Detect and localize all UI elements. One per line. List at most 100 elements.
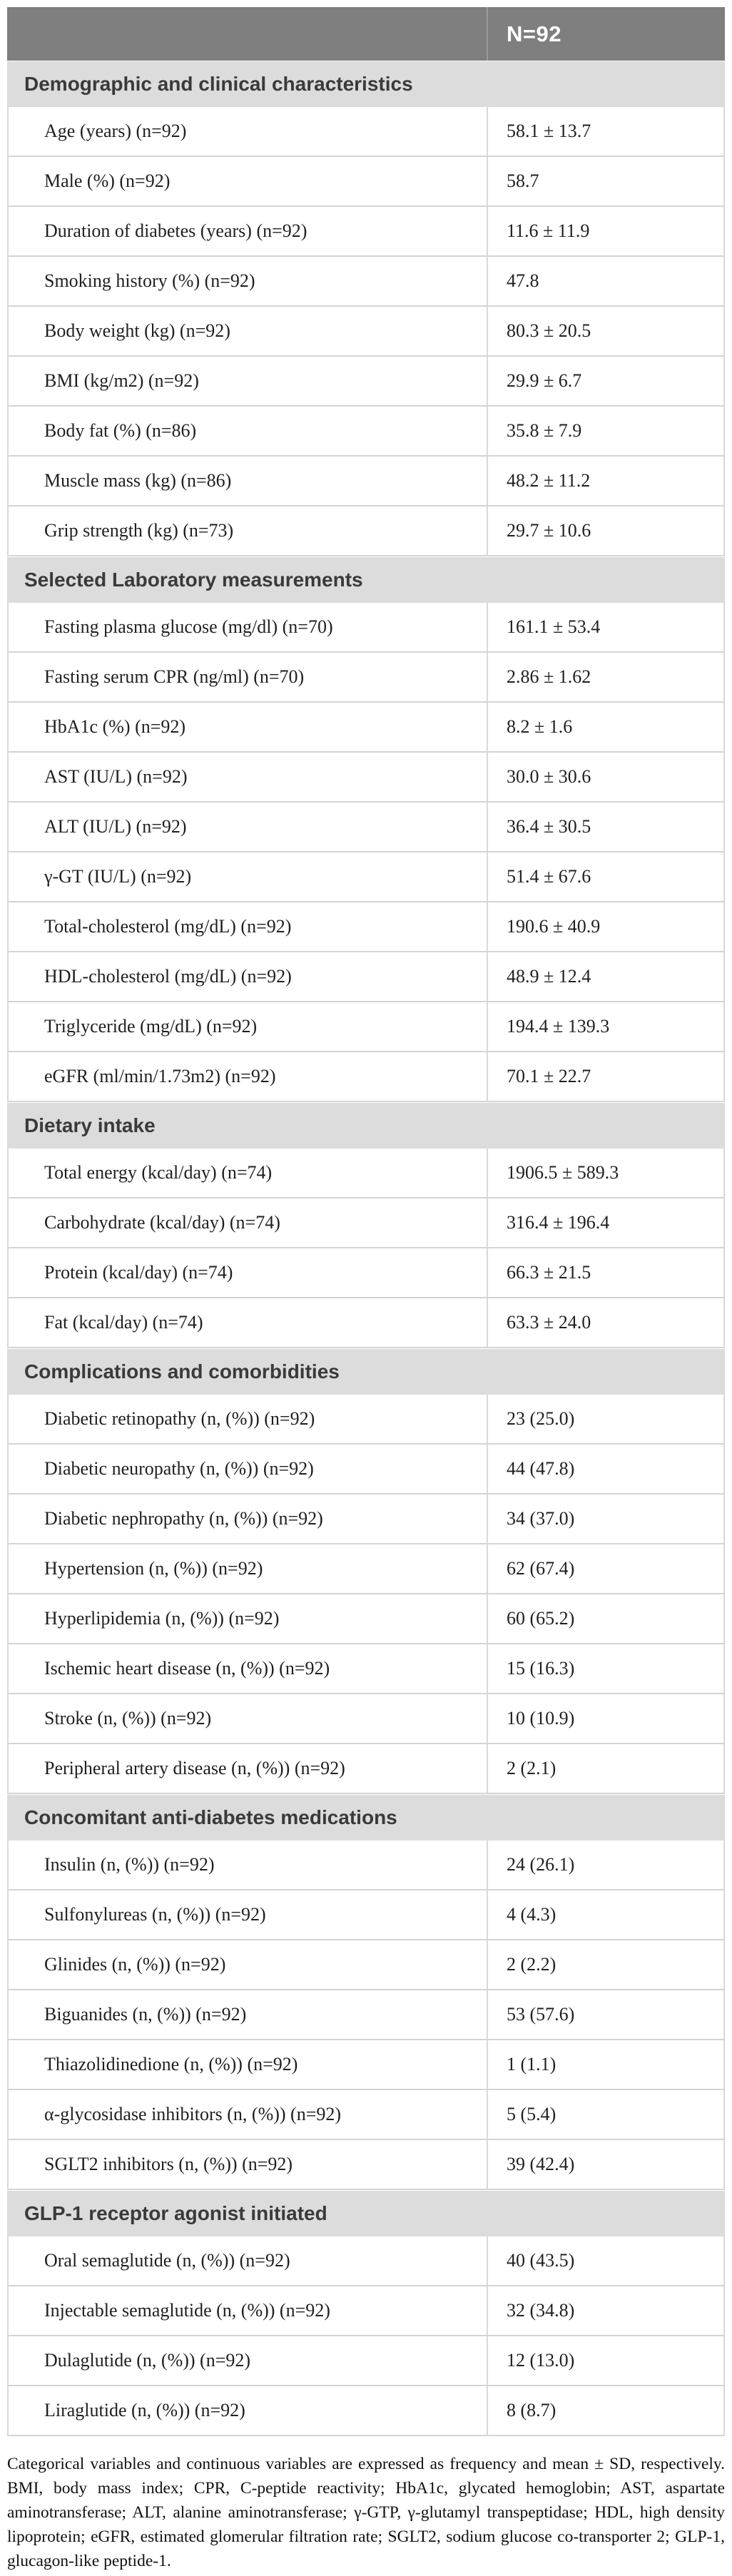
table-row: Body fat (%) (n=86) 35.8 ± 7.9	[7, 407, 725, 457]
table-row: Hypertension (n, (%)) (n=92) 62 (67.4)	[7, 1544, 725, 1594]
row-label: AST (IU/L) (n=92)	[9, 753, 488, 801]
row-value: 8.2 ± 1.6	[507, 716, 573, 737]
table-header-n-cell: N=92	[507, 21, 561, 46]
table-row: HDL-cholesterol (mg/dL) (n=92) 48.9 ± 12…	[7, 952, 725, 1002]
row-label: Biguanides (n, (%)) (n=92)	[9, 1990, 488, 2039]
row-value: 60 (65.2)	[507, 1608, 575, 1629]
table-row: AST (IU/L) (n=92) 30.0 ± 30.6	[7, 753, 725, 803]
row-value: 11.6 ± 11.9	[507, 220, 590, 241]
row-label: Peripheral artery disease (n, (%)) (n=92…	[9, 1744, 488, 1793]
table-header-row: N=92	[7, 7, 725, 61]
row-label: Glinides (n, (%)) (n=92)	[9, 1940, 488, 1989]
row-value: 35.8 ± 7.9	[507, 420, 582, 441]
table-header-blank-cell	[7, 7, 488, 61]
table-row: Smoking history (%) (n=92) 47.8	[7, 257, 725, 307]
row-value: 53 (57.6)	[507, 2004, 575, 2025]
row-label: SGLT2 inhibitors (n, (%)) (n=92)	[9, 2140, 488, 2189]
table-row: Fasting plasma glucose (mg/dl) (n=70) 16…	[7, 603, 725, 653]
row-label: Age (years) (n=92)	[9, 107, 488, 156]
row-value: 2.86 ± 1.62	[507, 666, 591, 687]
table-row: Grip strength (kg) (n=73) 29.7 ± 10.6	[7, 506, 725, 556]
row-value: 316.4 ± 196.4	[507, 1212, 610, 1233]
table-footnote: Categorical variables and continuous var…	[7, 2455, 725, 2570]
table-row: Diabetic retinopathy (n, (%)) (n=92) 23 …	[7, 1395, 725, 1445]
table-row: Muscle mass (kg) (n=86) 48.2 ± 11.2	[7, 457, 725, 506]
table-row: Peripheral artery disease (n, (%)) (n=92…	[7, 1744, 725, 1794]
section-title: Dietary intake	[24, 1114, 156, 1136]
section-title: GLP-1 receptor agonist initiated	[24, 2202, 327, 2224]
row-label: Injectable semaglutide (n, (%)) (n=92)	[9, 2286, 488, 2335]
row-label: Grip strength (kg) (n=73)	[9, 506, 488, 555]
table-row: Biguanides (n, (%)) (n=92) 53 (57.6)	[7, 1990, 725, 2040]
table-row: Body weight (kg) (n=92) 80.3 ± 20.5	[7, 307, 725, 357]
section-header-row: Selected Laboratory measurements	[7, 556, 725, 603]
row-label: HbA1c (%) (n=92)	[9, 703, 488, 751]
section-title: Concomitant anti-diabetes medications	[24, 1806, 397, 1828]
section-header-row: Concomitant anti-diabetes medications	[7, 1794, 725, 1841]
table-row: Total energy (kcal/day) (n=74) 1906.5 ± …	[7, 1149, 725, 1198]
row-value: 190.6 ± 40.9	[507, 916, 601, 937]
table-row: eGFR (ml/min/1.73m2) (n=92) 70.1 ± 22.7	[7, 1052, 725, 1102]
table-row: Diabetic nephropathy (n, (%)) (n=92) 34 …	[7, 1495, 725, 1544]
row-value: 8 (8.7)	[507, 2400, 556, 2420]
table-row: HbA1c (%) (n=92) 8.2 ± 1.6	[7, 703, 725, 753]
row-label: Total energy (kcal/day) (n=74)	[9, 1149, 488, 1197]
table-row: SGLT2 inhibitors (n, (%)) (n=92) 39 (42.…	[7, 2140, 725, 2190]
row-value: 36.4 ± 30.5	[507, 816, 591, 837]
table-row: Age (years) (n=92) 58.1 ± 13.7	[7, 107, 725, 157]
table-row: Duration of diabetes (years) (n=92) 11.6…	[7, 207, 725, 257]
table-row: Liraglutide (n, (%)) (n=92) 8 (8.7)	[7, 2386, 725, 2436]
section-title: Selected Laboratory measurements	[24, 569, 363, 591]
row-label: Protein (kcal/day) (n=74)	[9, 1248, 488, 1297]
row-label: Hyperlipidemia (n, (%)) (n=92)	[9, 1594, 488, 1643]
row-label: Fasting serum CPR (ng/ml) (n=70)	[9, 653, 488, 701]
row-value: 23 (25.0)	[507, 1408, 575, 1429]
row-label: eGFR (ml/min/1.73m2) (n=92)	[9, 1052, 488, 1101]
row-value: 10 (10.9)	[507, 1708, 575, 1729]
table-row: γ-GT (IU/L) (n=92) 51.4 ± 67.6	[7, 852, 725, 902]
table-row: Sulfonylureas (n, (%)) (n=92) 4 (4.3)	[7, 1890, 725, 1940]
table-row: Fasting serum CPR (ng/ml) (n=70) 2.86 ± …	[7, 653, 725, 703]
row-value: 2 (2.2)	[507, 1954, 556, 1975]
row-label: BMI (kg/m2) (n=92)	[9, 357, 488, 405]
section-header-row: Complications and comorbidities	[7, 1348, 725, 1395]
row-value: 161.1 ± 53.4	[507, 616, 601, 637]
row-value: 32 (34.8)	[507, 2300, 575, 2321]
section-title: Complications and comorbidities	[24, 1360, 340, 1383]
row-value: 1906.5 ± 589.3	[507, 1162, 619, 1183]
row-label: Male (%) (n=92)	[9, 157, 488, 205]
table-row: BMI (kg/m2) (n=92) 29.9 ± 6.7	[7, 357, 725, 407]
table-row: ALT (IU/L) (n=92) 36.4 ± 30.5	[7, 803, 725, 852]
row-label: Fat (kcal/day) (n=74)	[9, 1298, 488, 1347]
row-value: 34 (37.0)	[507, 1508, 575, 1529]
table-row: Male (%) (n=92) 58.7	[7, 157, 725, 207]
table-row: Insulin (n, (%)) (n=92) 24 (26.1)	[7, 1841, 725, 1890]
row-value: 48.9 ± 12.4	[507, 966, 591, 987]
row-label: HDL-cholesterol (mg/dL) (n=92)	[9, 952, 488, 1001]
table-row: Hyperlipidemia (n, (%)) (n=92) 60 (65.2)	[7, 1594, 725, 1644]
table-row: Oral semaglutide (n, (%)) (n=92) 40 (43.…	[7, 2236, 725, 2286]
row-value: 63.3 ± 24.0	[507, 1312, 591, 1333]
table-row: Protein (kcal/day) (n=74) 66.3 ± 21.5	[7, 1248, 725, 1298]
row-label: Diabetic retinopathy (n, (%)) (n=92)	[9, 1395, 488, 1443]
table-row: Total-cholesterol (mg/dL) (n=92) 190.6 ±…	[7, 902, 725, 952]
row-label: Hypertension (n, (%)) (n=92)	[9, 1544, 488, 1593]
row-value: 15 (16.3)	[507, 1658, 575, 1679]
row-value: 29.7 ± 10.6	[507, 520, 591, 541]
row-value: 30.0 ± 30.6	[507, 766, 591, 787]
row-label: ALT (IU/L) (n=92)	[9, 803, 488, 851]
row-label: Liraglutide (n, (%)) (n=92)	[9, 2386, 488, 2435]
row-label: Diabetic neuropathy (n, (%)) (n=92)	[9, 1445, 488, 1493]
row-label: γ-GT (IU/L) (n=92)	[9, 852, 488, 901]
row-label: Thiazolidinedione (n, (%)) (n=92)	[9, 2040, 488, 2089]
table-row: Triglyceride (mg/dL) (n=92) 194.4 ± 139.…	[7, 1002, 725, 1052]
row-label: Oral semaglutide (n, (%)) (n=92)	[9, 2236, 488, 2285]
table-row: Stroke (n, (%)) (n=92) 10 (10.9)	[7, 1694, 725, 1744]
row-label: Body fat (%) (n=86)	[9, 407, 488, 455]
row-label: Sulfonylureas (n, (%)) (n=92)	[9, 1890, 488, 1939]
row-value: 48.2 ± 11.2	[507, 470, 591, 491]
row-value: 1 (1.1)	[507, 2054, 556, 2074]
table-row: Diabetic neuropathy (n, (%)) (n=92) 44 (…	[7, 1445, 725, 1495]
row-value: 12 (13.0)	[507, 2350, 575, 2371]
row-value: 66.3 ± 21.5	[507, 1262, 591, 1283]
